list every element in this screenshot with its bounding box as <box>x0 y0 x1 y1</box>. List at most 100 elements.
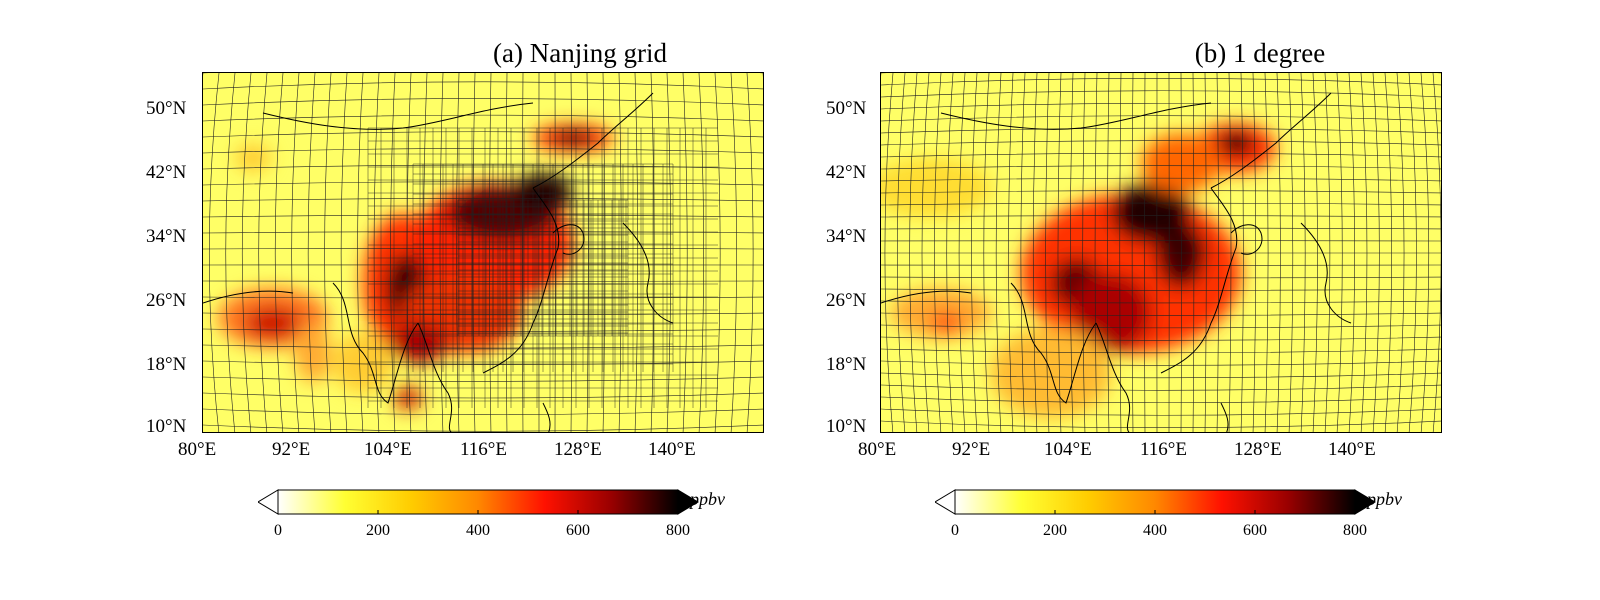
colorbar-extend-max <box>677 489 699 515</box>
lon-label: 92°E <box>952 439 991 460</box>
colorbar-a <box>258 489 699 515</box>
grid-line <box>881 190 1441 194</box>
grid-line <box>203 198 763 202</box>
grid-line <box>1324 73 1331 432</box>
lon-label: 116°E <box>460 439 507 460</box>
grid-line <box>1032 73 1038 432</box>
grid-mesh <box>881 73 1441 432</box>
grid-line <box>881 165 1441 170</box>
grid-line <box>746 73 754 432</box>
grid-line <box>762 73 763 432</box>
map-panel-1-degree <box>880 72 1442 433</box>
grid-line <box>1264 73 1269 432</box>
grid-line <box>881 90 1441 98</box>
lon-label: 140°E <box>1328 439 1376 460</box>
concentration-blob <box>394 386 422 410</box>
grid-line <box>881 372 1441 379</box>
grid-line <box>881 396 1441 404</box>
lon-label: 80°E <box>858 439 897 460</box>
grid-line <box>340 73 348 432</box>
grid-line <box>921 73 930 432</box>
colorbar-tick: 400 <box>466 522 490 539</box>
grid-line <box>1180 73 1182 432</box>
grid-line <box>1057 73 1062 432</box>
grid-line <box>881 127 1441 134</box>
grid-line <box>881 420 1441 429</box>
colorbar-tick: 0 <box>951 522 959 539</box>
grid-line <box>1252 73 1257 432</box>
grid-line <box>666 73 672 432</box>
grid-line <box>203 181 763 186</box>
concentration-blob <box>333 333 393 393</box>
grid-line <box>1119 73 1122 432</box>
grid-line <box>357 73 364 432</box>
grid-line <box>522 73 524 432</box>
grid-line <box>881 77 1441 86</box>
grid-line <box>714 73 721 432</box>
grid-line <box>1276 73 1281 432</box>
grid-line <box>881 348 1441 354</box>
grid-line <box>698 73 704 432</box>
lat-label: 50°N <box>826 98 867 119</box>
coastlines <box>881 92 1352 432</box>
grid-line <box>203 376 763 382</box>
grid-line <box>456 73 460 432</box>
lat-label: 34°N <box>826 226 867 247</box>
grid-line <box>881 215 1441 218</box>
grid-line <box>203 81 763 90</box>
grid-line <box>1336 73 1343 432</box>
grid-line <box>618 73 622 432</box>
grid-line <box>958 73 966 432</box>
lat-label: 10°N <box>826 416 867 437</box>
concentration-field <box>881 123 1276 418</box>
grid-line <box>505 73 508 432</box>
grid-line <box>324 73 332 432</box>
lat-label: 26°N <box>146 290 187 311</box>
grid-line <box>1432 73 1441 432</box>
coastline <box>1010 282 1097 404</box>
coastline <box>1095 322 1131 432</box>
grid-line <box>1204 73 1207 432</box>
lat-label: 10°N <box>146 416 187 437</box>
grid-line <box>203 408 763 415</box>
grid-line <box>881 177 1441 182</box>
coastline <box>881 290 972 304</box>
grid-line <box>881 115 1441 122</box>
coastline <box>1210 92 1332 189</box>
grid-line <box>995 73 1002 432</box>
map-a-canvas <box>203 73 763 432</box>
coastline <box>532 92 654 189</box>
grid-line <box>1360 73 1368 432</box>
grid-line <box>1228 73 1232 432</box>
panel-b-title: (b) 1 degree <box>1194 38 1326 68</box>
grid-line <box>1020 73 1026 432</box>
grid-line <box>203 214 763 218</box>
grid-line <box>225 73 236 432</box>
grid-line <box>1192 73 1195 432</box>
grid-line <box>258 73 268 432</box>
grid-line <box>203 114 763 122</box>
colorbar-unit: ppbv <box>1367 489 1402 509</box>
concentration-blob <box>245 307 301 339</box>
grid-line <box>881 324 1441 329</box>
lon-label: 104°E <box>364 439 412 460</box>
lat-label: 42°N <box>826 162 867 183</box>
map-panel-nanjing-grid <box>202 72 764 433</box>
coastline <box>1220 402 1229 432</box>
grid-line <box>489 73 492 432</box>
grid-line <box>881 384 1441 391</box>
coastline <box>552 224 585 255</box>
grid-line <box>971 73 978 432</box>
colorbar-tick: 800 <box>1343 522 1367 539</box>
concentration-blob <box>1161 248 1201 288</box>
grid-line <box>203 312 763 316</box>
colorbar-tick: 800 <box>666 522 690 539</box>
coastline <box>622 222 674 324</box>
coastline <box>203 290 294 304</box>
grid-line <box>1372 73 1380 432</box>
grid-line <box>881 360 1441 366</box>
grid-line <box>934 73 942 432</box>
coastline <box>1230 224 1263 255</box>
grid-line <box>881 152 1441 158</box>
grid-line <box>1144 73 1146 432</box>
